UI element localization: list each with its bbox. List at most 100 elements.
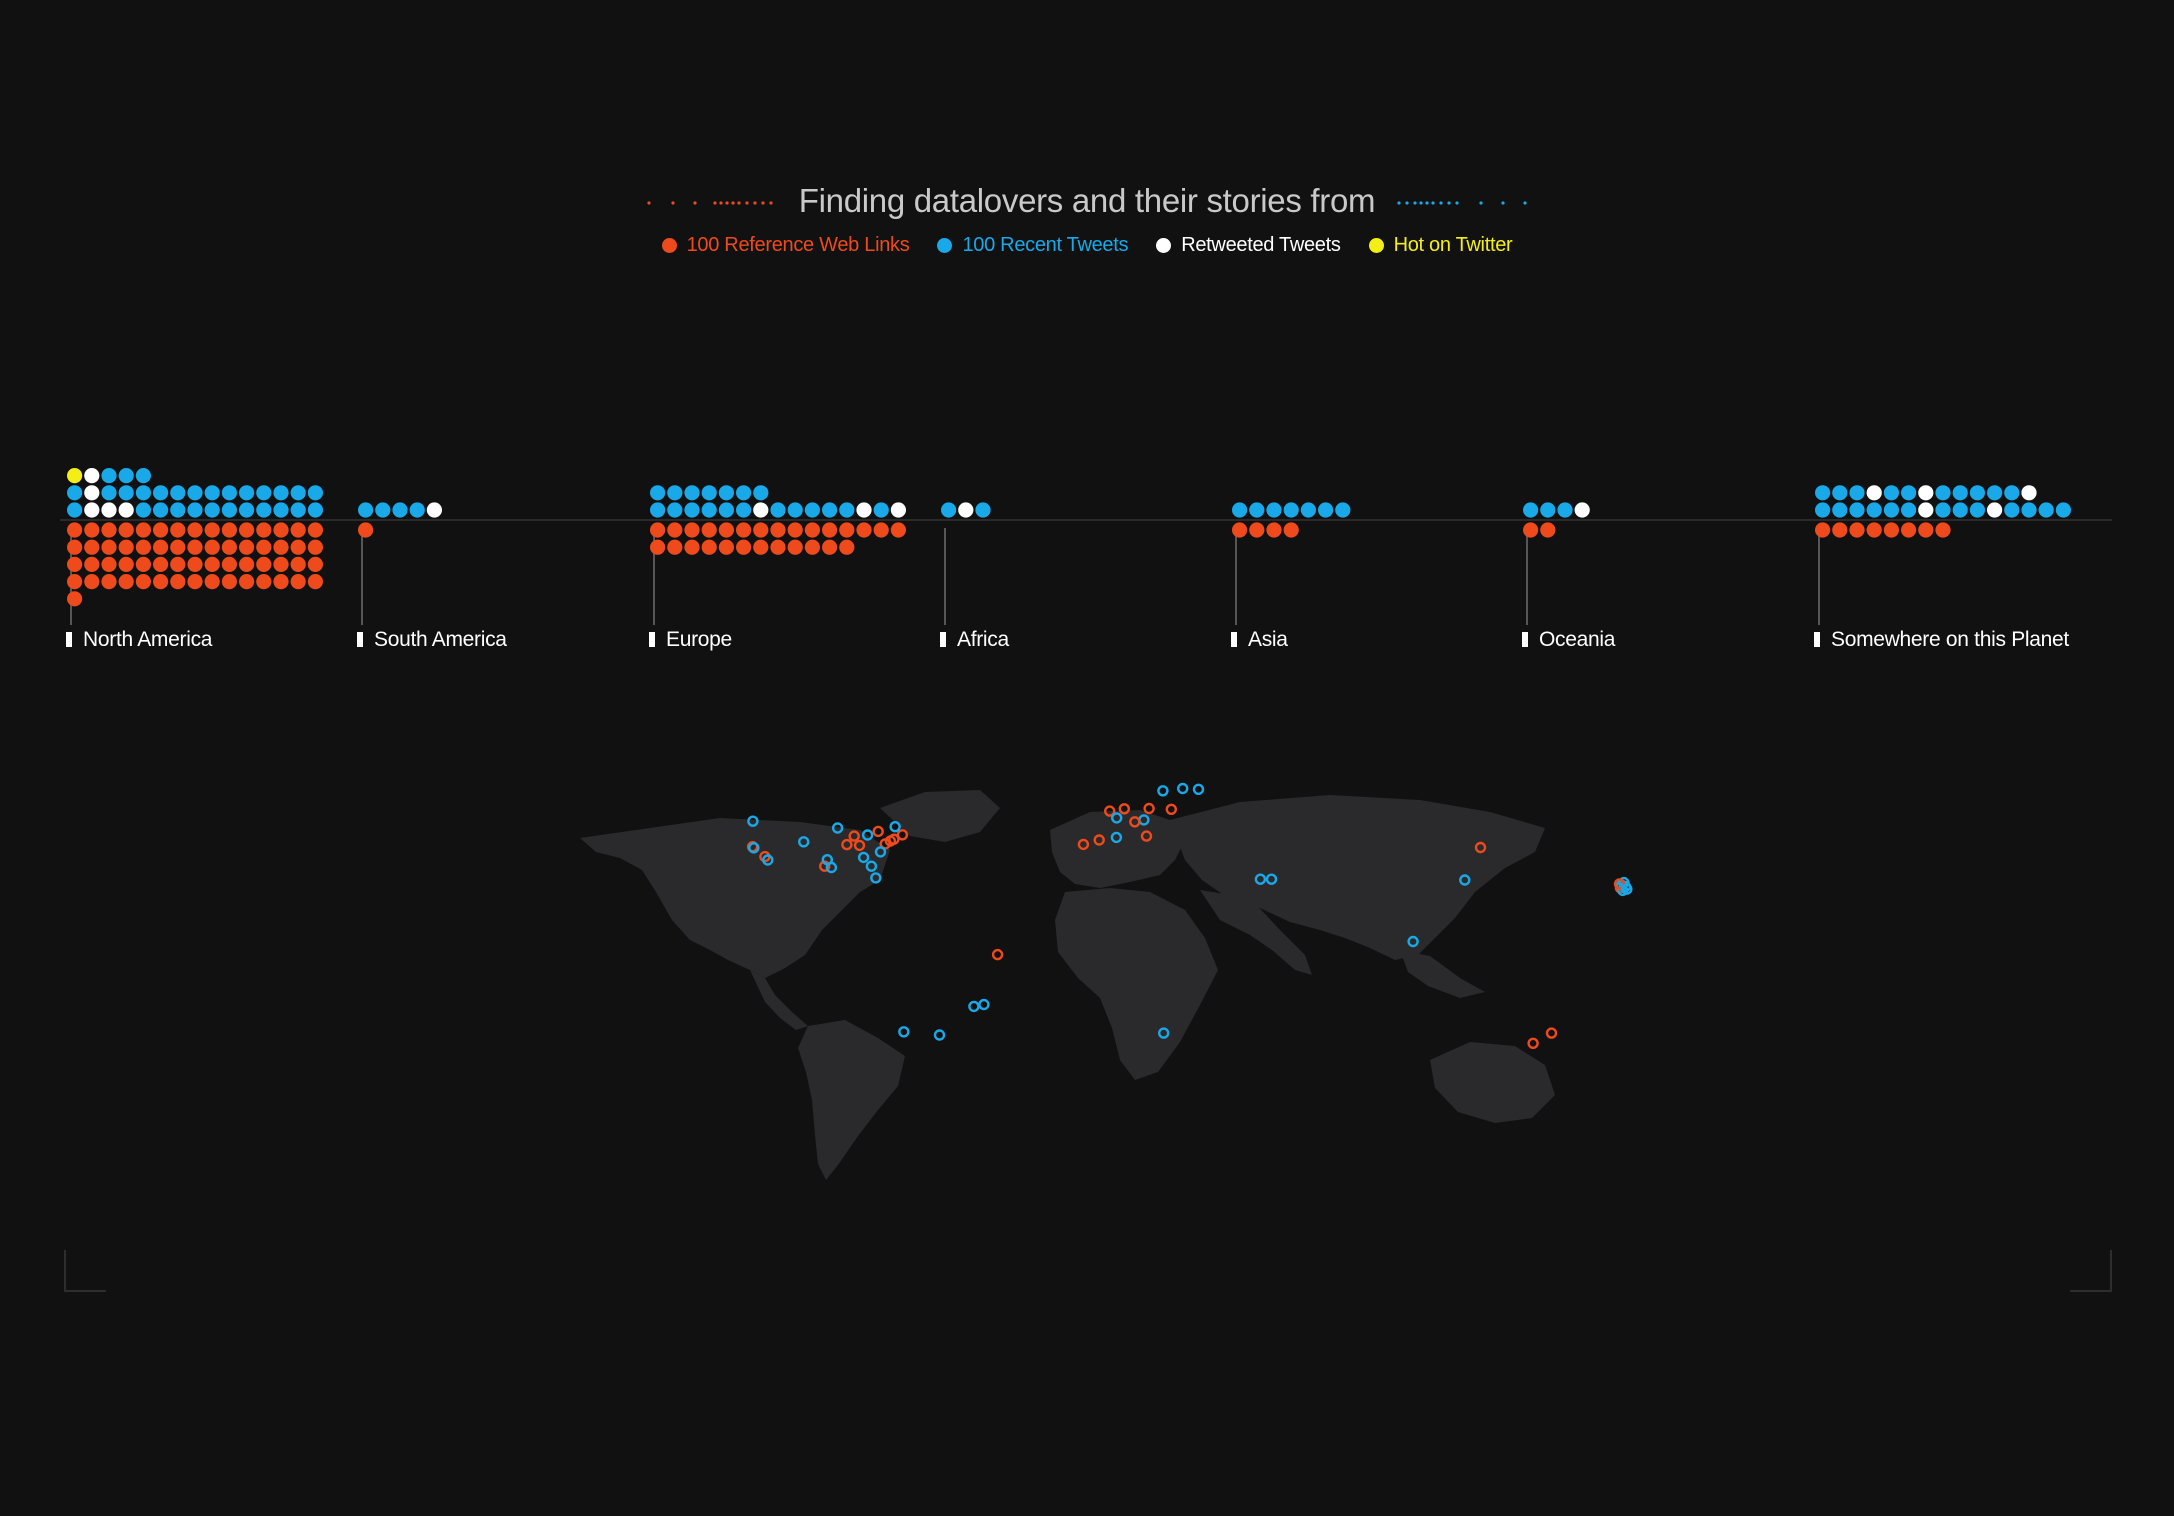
reference-dot[interactable] [1849,522,1865,538]
tweet-dot[interactable] [239,502,255,518]
tweet-dot[interactable] [650,485,666,501]
reference-map-point[interactable] [1527,1037,1539,1049]
reference-dot[interactable] [873,522,889,538]
reference-dot[interactable] [701,522,717,538]
reference-dot[interactable] [667,539,683,555]
tweet-map-point[interactable] [1157,785,1169,797]
tweet-dot[interactable] [2004,502,2020,518]
reference-dot[interactable] [187,539,203,555]
reference-dot[interactable] [273,556,289,572]
tweet-map-point[interactable] [865,860,878,872]
reference-dot[interactable] [290,522,306,538]
tweet-dot[interactable] [221,485,237,501]
tweet-dot[interactable] [822,502,838,518]
reference-map-point[interactable] [991,948,1004,961]
tweet-dot[interactable] [1574,502,1590,518]
tweet-dot[interactable] [153,485,169,501]
tweet-map-point[interactable] [1158,1027,1170,1039]
reference-dot[interactable] [153,522,169,538]
tweet-dot[interactable] [839,502,855,518]
reference-dot[interactable] [135,574,151,590]
tweet-dot[interactable] [1300,502,1316,518]
tweet-dot[interactable] [667,502,683,518]
reference-dot[interactable] [239,556,255,572]
reference-dot[interactable] [239,522,255,538]
tweet-dot[interactable] [1969,502,1985,518]
tweet-dot[interactable] [101,485,117,501]
reference-dot[interactable] [118,574,134,590]
tweet-dot[interactable] [84,502,100,518]
tweet-dot[interactable] [1815,502,1831,518]
reference-dot[interactable] [221,574,237,590]
reference-dot[interactable] [736,539,752,555]
tweet-dot[interactable] [1935,485,1951,501]
tweet-dot[interactable] [1557,502,1573,518]
reference-dot[interactable] [307,539,323,555]
tweet-dot[interactable] [701,502,717,518]
reference-dot[interactable] [101,556,117,572]
reference-dot[interactable] [84,539,100,555]
tweet-dot[interactable] [1918,485,1934,501]
reference-dot[interactable] [67,556,83,572]
tweet-map-point[interactable] [1254,873,1267,885]
tweet-dot[interactable] [667,485,683,501]
reference-dot[interactable] [67,522,83,538]
reference-dot[interactable] [101,539,117,555]
reference-dot[interactable] [290,556,306,572]
reference-map-point[interactable] [841,838,853,851]
tweet-map-point[interactable] [831,822,844,834]
tweet-dot[interactable] [1866,485,1882,501]
reference-dot[interactable] [718,539,735,555]
reference-dot[interactable] [153,556,169,572]
tweet-dot[interactable] [153,502,169,518]
reference-dot[interactable] [153,539,169,555]
tweet-dot[interactable] [118,485,134,501]
reference-dot[interactable] [221,556,237,572]
tweet-dot[interactable] [736,502,752,518]
reference-dot[interactable] [187,574,203,590]
tweet-dot[interactable] [67,502,83,518]
tweet-dot[interactable] [1849,485,1865,501]
reference-map-point[interactable] [1104,805,1116,817]
tweet-dot[interactable] [1849,502,1865,518]
reference-dot[interactable] [701,539,717,555]
tweet-dot[interactable] [975,502,991,518]
tweet-dot[interactable] [736,485,752,501]
tweet-dot[interactable] [221,502,237,518]
tweet-dot[interactable] [187,502,203,518]
tweet-map-point[interactable] [898,1026,910,1038]
reference-dot[interactable] [84,556,100,572]
tweet-dot[interactable] [101,468,117,484]
tweet-dot[interactable] [273,485,289,501]
tweet-dot[interactable] [1866,502,1882,518]
tweet-map-point[interactable] [1265,873,1278,885]
region-label[interactable]: Europe [666,628,732,651]
reference-dot[interactable] [856,522,872,538]
reference-dot[interactable] [239,574,255,590]
reference-dot[interactable] [650,522,666,538]
tweet-dot[interactable] [941,502,957,518]
tweet-map-point[interactable] [857,851,870,864]
tweet-map-point[interactable] [1192,783,1205,796]
tweet-dot[interactable] [787,502,803,518]
reference-dot[interactable] [1232,522,1248,538]
reference-dot[interactable] [307,556,323,572]
reference-dot[interactable] [204,574,220,590]
reference-dot[interactable] [118,522,134,538]
reference-dot[interactable] [1815,522,1831,538]
tweet-dot[interactable] [256,485,272,501]
region-label[interactable]: Africa [957,628,1010,651]
tweet-dot[interactable] [170,502,186,518]
reference-dot[interactable] [787,539,803,555]
tweet-dot[interactable] [118,468,134,484]
tweet-map-point[interactable] [861,829,874,841]
tweet-map-point[interactable] [748,842,760,854]
tweet-map-point[interactable] [889,821,901,833]
tweet-dot[interactable] [1540,502,1556,518]
tweet-dot[interactable] [187,485,203,501]
reference-dot[interactable] [135,522,151,538]
reference-dot[interactable] [667,522,683,538]
reference-dot[interactable] [204,539,220,555]
reference-dot[interactable] [290,539,306,555]
reference-dot[interactable] [804,522,821,538]
